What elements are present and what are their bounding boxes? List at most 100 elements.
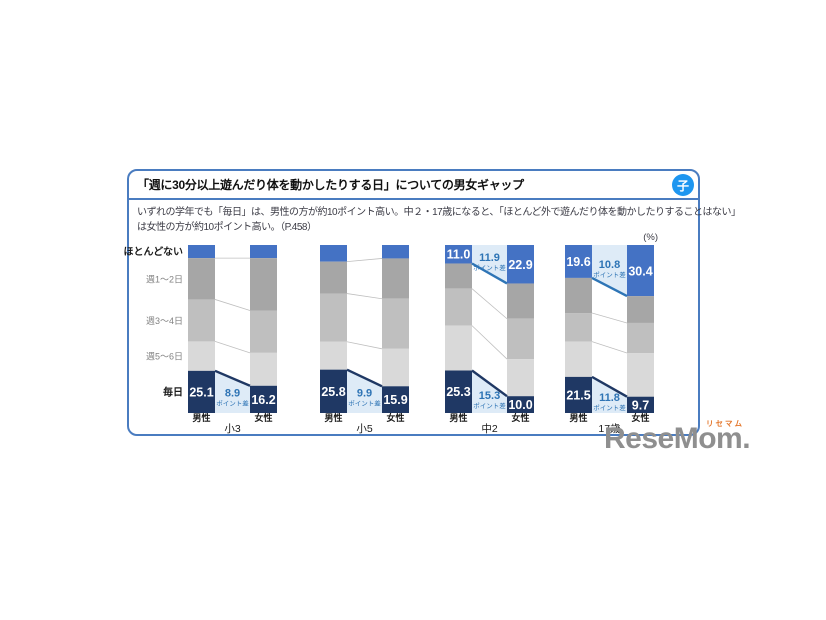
bar-segment-male-4 — [320, 369, 347, 413]
male-bar-label: 男性 — [449, 412, 467, 423]
bar-segment-male-1 — [445, 263, 472, 289]
bar-segment-female-0 — [250, 245, 277, 259]
male-bar-label: 男性 — [569, 412, 587, 423]
daily-diff-value: 8.9 — [225, 388, 240, 400]
bar-segment-female-1 — [250, 258, 277, 311]
bar-segment-male-3 — [188, 341, 215, 371]
never-diff-caption: ポイント差 — [593, 270, 626, 279]
chart-area: ほとんどない 週1～2日 週3～4日 週5～6日 毎日 25.1 16.2 8.9 ポイント差男… — [124, 238, 698, 438]
row-label-3: 週5～6日 — [146, 352, 183, 362]
group-label: 小5 — [356, 423, 372, 435]
bar-segment-male-1 — [320, 261, 347, 294]
never-diff-value: 11.9 — [479, 252, 500, 264]
bar-segment-male-3 — [445, 325, 472, 371]
bar-segment-male-3 — [320, 341, 347, 370]
diff-area-bottom — [347, 369, 382, 413]
group-label: 中2 — [481, 422, 497, 435]
bar-segment-male-2 — [445, 288, 472, 326]
bar-segment-male-1 — [188, 258, 215, 300]
bar-segment-female-0 — [627, 245, 654, 297]
bar-segment-male-2 — [188, 299, 215, 342]
daily-diff-value: 9.9 — [357, 387, 372, 399]
connector-line — [214, 299, 251, 311]
diff-area-top — [592, 245, 627, 297]
connector-line — [346, 258, 383, 263]
bar-segment-female-4 — [627, 396, 654, 413]
child-badge-text: 子 — [676, 178, 689, 193]
bar-segment-male-4 — [188, 370, 215, 413]
male-daily-value: 25.8 — [321, 385, 345, 399]
bar-segment-male-0 — [188, 245, 215, 259]
female-never-value: 30.4 — [628, 265, 652, 279]
bar-segment-female-1 — [507, 283, 534, 319]
bar-segment-female-2 — [507, 318, 534, 360]
connector-line — [471, 325, 508, 360]
bar-segment-female-3 — [382, 348, 409, 387]
female-bar-label: 女性 — [386, 412, 404, 423]
female-daily-value: 9.7 — [632, 398, 649, 412]
bar-segment-female-2 — [627, 322, 654, 354]
diff-line-top — [591, 276, 628, 298]
daily-diff-value: 15.3 — [479, 390, 500, 402]
description: いずれの学年でも「毎日」は、男性の方が約10ポイント高い。中２・17歳になると、… — [129, 200, 741, 235]
description-line-1: いずれの学年でも「毎日」は、男性の方が約10ポイント高い。中２・17歳になると、… — [137, 207, 741, 218]
connector-line — [214, 341, 251, 354]
bar-segment-female-4 — [250, 385, 277, 413]
diff-line-top — [471, 262, 508, 285]
row-label-0: ほとんどない — [124, 245, 184, 258]
resemom-logo: リセマム ReseMom. — [604, 420, 751, 455]
bar-segment-male-0 — [445, 245, 472, 264]
bar-segment-male-2 — [320, 293, 347, 342]
connector-line — [591, 341, 628, 354]
bar-segment-male-0 — [320, 245, 347, 262]
male-never-value: 19.6 — [566, 255, 590, 269]
bar-segment-male-3 — [565, 341, 592, 377]
bar-segment-female-4 — [382, 386, 409, 413]
connector-line — [471, 288, 508, 320]
bar-segment-female-3 — [627, 353, 654, 397]
bar-segment-male-1 — [565, 277, 592, 314]
diff-line-bottom — [346, 368, 383, 388]
daily-diff-caption: ポイント差 — [348, 398, 381, 407]
page-title: 「週に30分以上遊んだり体を動かしたりする日」についての男女ギャップ — [137, 178, 524, 192]
female-bar-label: 女性 — [254, 412, 272, 423]
diff-area-top — [472, 245, 507, 284]
bar-segment-male-4 — [565, 376, 592, 413]
diff-area-bottom — [472, 370, 507, 413]
bar-segment-female-3 — [507, 359, 534, 397]
resemom-logo-ruby: リセマム — [706, 419, 745, 428]
diff-line-bottom — [471, 369, 508, 398]
bar-segment-female-1 — [382, 258, 409, 299]
description-line-2: は女性の方が約10ポイント高い。（P.458） — [137, 221, 317, 233]
resemom-logo-text: ReseMom. — [604, 422, 751, 455]
row-label-1: 週1～2日 — [146, 274, 183, 284]
bar-segment-female-2 — [382, 298, 409, 349]
daily-diff-caption: ポイント差 — [216, 399, 249, 408]
bar-segment-male-0 — [565, 245, 592, 278]
male-daily-value: 25.1 — [189, 385, 213, 399]
connector-line — [346, 293, 383, 300]
diff-area-bottom — [215, 370, 250, 413]
bar-segment-female-2 — [250, 310, 277, 353]
row-label-4: 毎日 — [163, 385, 183, 398]
connector-line — [591, 312, 628, 324]
child-badge: 子 — [672, 174, 694, 196]
report-card: 「週に30分以上遊んだり体を動かしたりする日」についての男女ギャップ 子 いずれ… — [124, 169, 741, 438]
bar-segment-female-3 — [250, 352, 277, 386]
card-header: 「週に30分以上遊んだり体を動かしたりする日」についての男女ギャップ 子 — [129, 171, 698, 200]
bar-segment-female-0 — [507, 245, 534, 284]
bar-segment-male-4 — [445, 370, 472, 413]
diff-line-bottom — [214, 369, 251, 387]
female-daily-value: 16.2 — [251, 393, 275, 407]
bar-segment-female-4 — [507, 396, 534, 413]
diff-line-bottom — [591, 375, 628, 398]
female-daily-value: 10.0 — [508, 398, 532, 412]
male-never-value: 11.0 — [447, 248, 471, 262]
daily-diff-caption: ポイント差 — [593, 403, 626, 412]
group-label: 小3 — [224, 423, 240, 435]
female-daily-value: 15.9 — [383, 393, 407, 407]
bar-segment-male-2 — [565, 313, 592, 342]
diff-area-bottom — [592, 376, 627, 413]
